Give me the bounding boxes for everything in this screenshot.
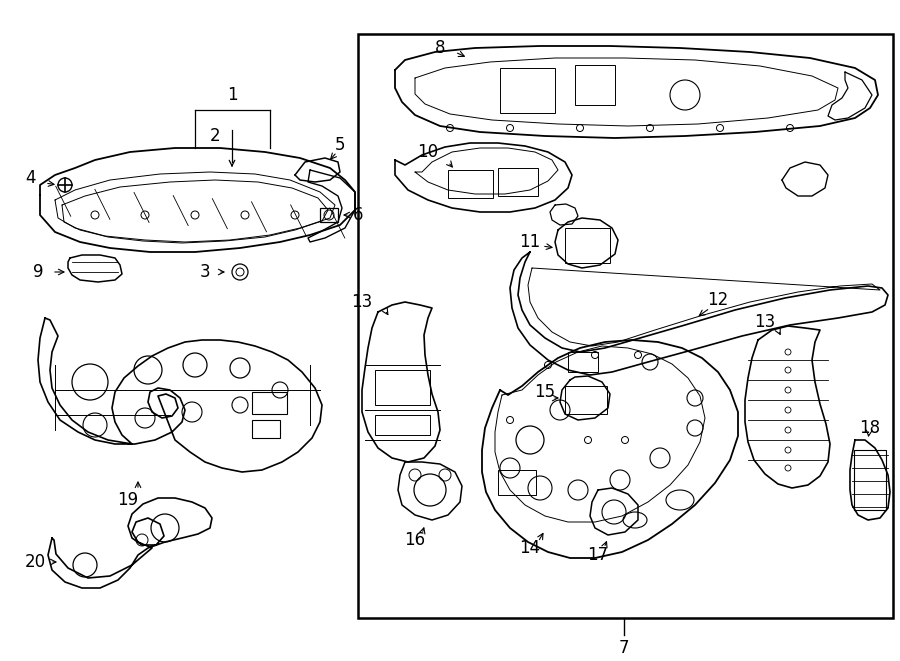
Text: 12: 12: [707, 291, 729, 309]
Text: 10: 10: [418, 143, 438, 161]
Bar: [568, 352, 598, 372]
Bar: [498, 168, 538, 196]
Text: 20: 20: [24, 553, 46, 571]
Text: 17: 17: [588, 546, 608, 564]
Text: 13: 13: [754, 313, 776, 331]
Text: 5: 5: [335, 136, 346, 154]
Text: 18: 18: [860, 419, 880, 437]
Bar: [565, 386, 607, 414]
Bar: [375, 370, 430, 405]
Text: 14: 14: [519, 539, 541, 557]
Text: 3: 3: [200, 263, 211, 281]
Text: 11: 11: [519, 233, 541, 251]
Bar: [498, 470, 536, 495]
Bar: [565, 228, 610, 263]
Bar: [500, 68, 555, 113]
Text: 16: 16: [404, 531, 426, 549]
Bar: [448, 170, 493, 198]
Bar: [358, 34, 893, 618]
Text: 2: 2: [210, 127, 220, 145]
Bar: [320, 208, 338, 222]
Bar: [375, 415, 430, 435]
Text: 1: 1: [227, 86, 238, 104]
Text: 4: 4: [25, 169, 35, 187]
Text: 13: 13: [351, 293, 373, 311]
Bar: [854, 450, 886, 510]
Text: 6: 6: [353, 206, 364, 224]
Bar: [575, 65, 615, 105]
Text: 19: 19: [117, 491, 139, 509]
Text: 8: 8: [435, 39, 446, 57]
Text: 9: 9: [32, 263, 43, 281]
Bar: [252, 420, 280, 438]
Bar: [252, 392, 287, 414]
Text: 15: 15: [535, 383, 555, 401]
Text: 7: 7: [619, 639, 629, 657]
